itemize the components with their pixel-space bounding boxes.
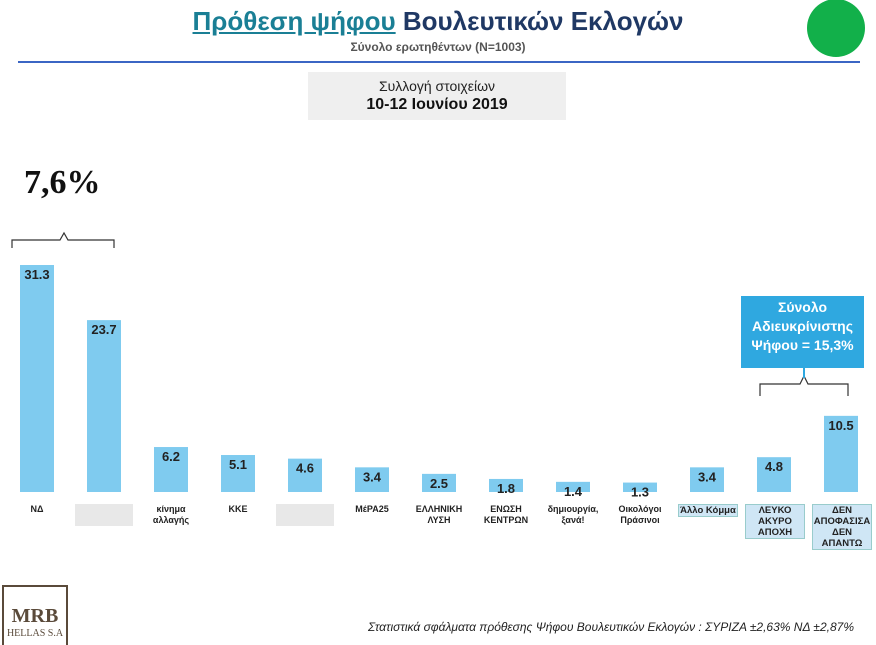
value-label: 3.4 [698,469,717,484]
category-label [75,504,133,526]
title-highlight: Πρόθεση ψήφου [192,6,396,36]
category-label: Άλλο Κόμμα [678,504,738,517]
bar [422,473,456,492]
bar [20,265,54,492]
value-label: 10.5 [828,418,853,433]
value-label: 1.4 [564,484,583,499]
bar [355,467,389,492]
annotation-box: Σύνολο Αδιευκρίνιστης Ψήφου = 15,3% [741,296,864,368]
value-label: 6.2 [162,449,180,464]
chart-title: Βουλευτικών Εκλογών [402,6,684,36]
value-label: 4.6 [296,461,314,476]
period-box: Συλλογή στοιχείων 10-12 Ιουνίου 2019 [308,72,566,120]
bar [824,415,858,492]
bar [623,482,657,492]
value-label: 31.3 [24,267,49,282]
logo-subtext: HELLAS S.A [6,628,64,639]
bracket [759,374,849,396]
title-row: Πρόθεση ψήφου Βουλευτικών Εκλογών [0,6,876,37]
value-label: 2.5 [430,476,448,491]
bar [556,481,590,492]
category-label: ΝΔ [30,504,44,514]
category-label: δημιουργία, ξανά! [547,504,599,525]
logo-text: MRB [11,605,59,627]
value-label: 1.8 [497,481,515,496]
category-label: ΕΝΩΣΗ ΚΕΝΤΡΩΝ [483,504,529,525]
value-label: 1.3 [631,485,649,500]
bar [154,447,188,492]
period: 10-12 Ιουνίου 2019 [366,96,508,113]
bar [87,320,121,492]
annotation: 7,6% [24,164,101,201]
subtitle: Σύνολο ερωτηθέντων (Ν=1003) [350,40,526,54]
category-label: ΕΛΛΗΝΙΚΗ ΛΥΣΗ [415,504,463,525]
bar [288,458,322,492]
category-label: Οικολόγοι Πράσινοι [618,504,662,525]
period-label: Συλλογή στοιχείων [378,78,496,94]
value-label: 3.4 [363,469,382,484]
value-label: 5.1 [229,457,247,472]
logo: MRB HELLAS S.A [2,585,68,645]
bracket [11,231,115,248]
category-label: ΚΚΕ [228,504,248,514]
category-label [276,504,334,526]
bar [221,455,255,492]
value-label: 4.8 [765,459,783,474]
category-label: κίνημα αλλαγής [152,504,190,525]
bar [757,457,791,492]
value-label: 23.7 [91,322,116,337]
footnote: Στατιστικά σφάλματα πρόθεσης Ψήφου Βουλε… [368,620,854,634]
category-label: ΛΕΥΚΟ ΑΚΥΡΟ ΑΠΟΧΗ [745,504,805,539]
category-label: ΔΕΝ ΑΠΟΦΑΣΙΣΑ ΔΕΝ ΑΠΑΝΤΩ [812,504,872,550]
category-label: ΜέΡΑ25 [355,504,389,514]
status-dot [807,0,865,57]
bar [690,467,724,492]
bar [489,478,523,492]
